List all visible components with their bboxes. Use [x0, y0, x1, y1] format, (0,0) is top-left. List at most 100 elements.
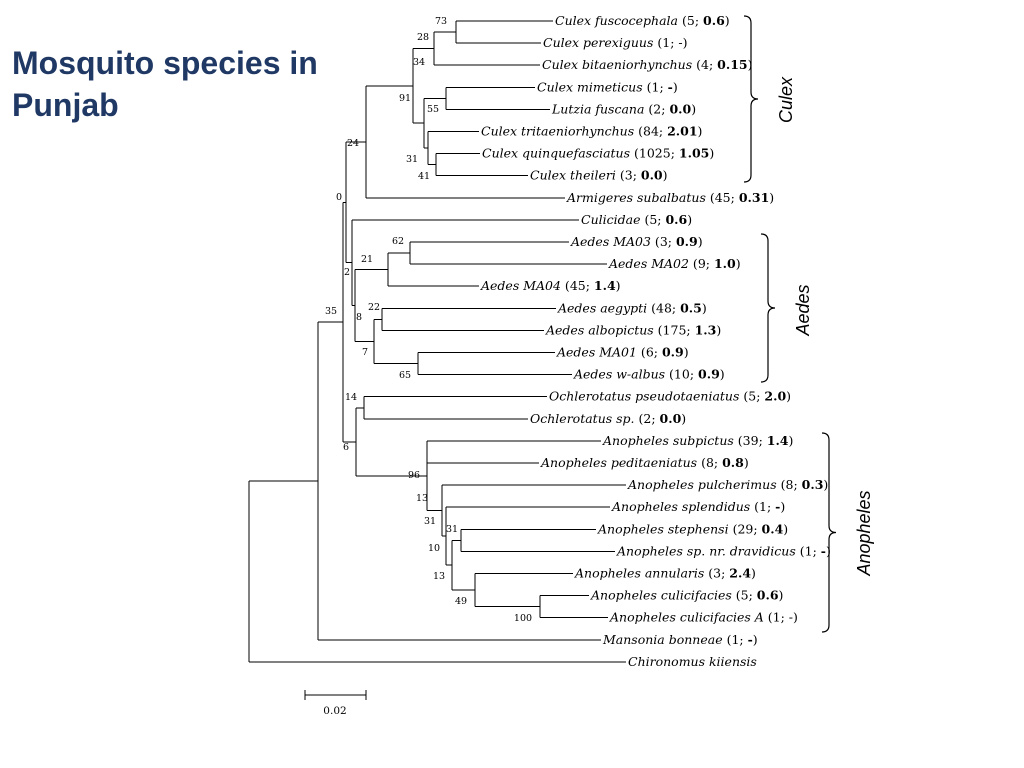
leaf-value: 0.9: [698, 367, 720, 382]
leaf-count: 5: [741, 588, 749, 603]
leaf-punct: ): [687, 212, 692, 227]
bootstrap-value: 49: [455, 596, 467, 607]
leaf-punct: ;: [690, 367, 698, 382]
bootstrap-value: 65: [399, 370, 411, 381]
leaf-punct: (: [723, 632, 732, 647]
leaf-count: 39: [743, 433, 759, 448]
leaf-label: Anopheles culicifacies A (1; -): [609, 610, 798, 625]
leaf-punct: (: [635, 411, 644, 426]
leaf-value: -: [668, 79, 673, 94]
leaf-value: 1.05: [679, 146, 709, 161]
leaf-punct: (: [643, 79, 652, 94]
leaf-punct: (: [644, 101, 653, 116]
scale-bar-label: 0.02: [323, 705, 346, 717]
leaf-punct: (: [764, 610, 773, 625]
leaf-label: Anopheles annularis (3; 2.4): [574, 566, 756, 581]
leaf-label: Anopheles subpictus (39; 1.4): [602, 433, 793, 448]
leaf-punct: (: [665, 367, 674, 382]
leaf-label: Culex theileri (3; 0.0): [530, 168, 668, 183]
leaf-punct: ;: [651, 411, 659, 426]
bootstrap-labels: 7328349155243141062212228357651469613313…: [325, 16, 532, 624]
leaf-name: Anopheles stephensi: [597, 521, 729, 536]
leaf-label: Anopheles pulcherimus (8; 0.3): [627, 477, 828, 492]
leaf-punct: (: [706, 190, 715, 205]
leaf-name: Anopheles culicifacies A: [609, 610, 764, 625]
leaf-punct: ;: [813, 543, 821, 558]
leaf-label: Culex fuscocephala (5; 0.6): [555, 13, 730, 28]
leaf-punct: ): [753, 632, 758, 647]
slide-title-line-2: Punjab: [12, 87, 119, 123]
leaf-label: Anopheles sp. nr. dravidicus (1; -): [616, 543, 831, 558]
bootstrap-value: 41: [418, 171, 430, 182]
leaf-count: 3: [625, 168, 633, 183]
leaf-label: Aedes MA03 (3; 0.9): [570, 234, 703, 249]
leaf-name: Lutzia fuscana: [551, 101, 644, 116]
group-brace: [743, 15, 759, 183]
leaf-punct: ): [769, 190, 774, 205]
bootstrap-value: 6: [343, 442, 349, 453]
leaf-punct: ;: [695, 13, 703, 28]
leaf-label: Anopheles stephensi (29; 0.4): [597, 521, 788, 536]
leaf-name: Culex perexiguus: [543, 35, 653, 50]
leaf-value: -: [678, 35, 682, 50]
leaf-label: Culex perexiguus (1; -): [543, 35, 688, 50]
leaf-count: 10: [674, 367, 690, 382]
leaf-count: 1: [805, 543, 813, 558]
leaf-value: 0.9: [676, 234, 698, 249]
leaf-punct: ): [736, 256, 741, 271]
leaf-count: 29: [737, 521, 753, 536]
leaf-punct: (: [640, 212, 649, 227]
leaf-label: Chironomus kiiensis: [628, 654, 757, 669]
leaf-value: 0.6: [703, 13, 725, 28]
bootstrap-value: 62: [392, 236, 404, 247]
leaf-label: Ochlerotatus sp. (2; 0.0): [530, 411, 686, 426]
leaf-count: 1: [759, 499, 767, 514]
leaf-punct: ): [720, 367, 725, 382]
bootstrap-value: 28: [417, 32, 429, 43]
leaf-punct: ;: [749, 588, 757, 603]
leaf-punct: (: [616, 168, 625, 183]
leaf-label: Culex quinquefasciatus (1025; 1.05): [482, 146, 714, 161]
bootstrap-value: 10: [428, 543, 440, 554]
leaf-name: Aedes albopictus: [545, 322, 654, 337]
leaf-punct: ): [702, 300, 707, 315]
leaf-label: Anopheles culicifacies (5; 0.6): [590, 588, 783, 603]
leaf-punct: ;: [659, 124, 667, 139]
leaf-punct: ;: [706, 256, 714, 271]
leaf-punct: ;: [668, 234, 676, 249]
leaf-count: 1: [773, 610, 781, 625]
leaf-punct: ;: [670, 35, 678, 50]
leaf-value: 1.4: [594, 278, 616, 293]
leaf-punct: (: [732, 588, 741, 603]
leaf-punct: ): [725, 13, 730, 28]
leaf-count: 2: [653, 101, 661, 116]
leaf-name: Armigeres subalbatus: [566, 190, 706, 205]
bootstrap-value: 34: [413, 57, 425, 68]
leaf-value: 1.4: [767, 433, 789, 448]
leaf-name: Culex bitaeniorhynchus: [542, 57, 692, 72]
leaf-punct: (: [729, 521, 738, 536]
leaf-punct: ): [698, 234, 703, 249]
leaf-punct: ): [673, 79, 678, 94]
leaf-punct: ;: [633, 168, 641, 183]
leaf-punct: (: [704, 566, 713, 581]
leaf-punct: ): [793, 610, 798, 625]
scale-bar: 0.02: [304, 690, 367, 717]
leaf-punct: ): [716, 322, 721, 337]
leaf-punct: ;: [661, 101, 669, 116]
leaf-label: Lutzia fuscana (2; 0.0): [551, 101, 696, 116]
group-brace: [760, 233, 776, 383]
leaf-punct: ;: [714, 455, 722, 470]
leaf-value: -: [748, 632, 753, 647]
leaf-punct: (: [653, 35, 662, 50]
leaf-name: Ochlerotatus sp.: [530, 411, 635, 426]
bootstrap-value: 13: [416, 493, 428, 504]
leaf-punct: (: [692, 57, 701, 72]
leaf-punct: (: [561, 278, 570, 293]
leaf-count: 1: [731, 632, 739, 647]
leaf-punct: ): [681, 411, 686, 426]
leaf-name: Culicidae: [581, 212, 640, 227]
leaf-name: Anopheles culicifacies: [590, 588, 732, 603]
leaf-name: Aedes MA01: [556, 345, 637, 360]
leaf-punct: ;: [759, 433, 767, 448]
